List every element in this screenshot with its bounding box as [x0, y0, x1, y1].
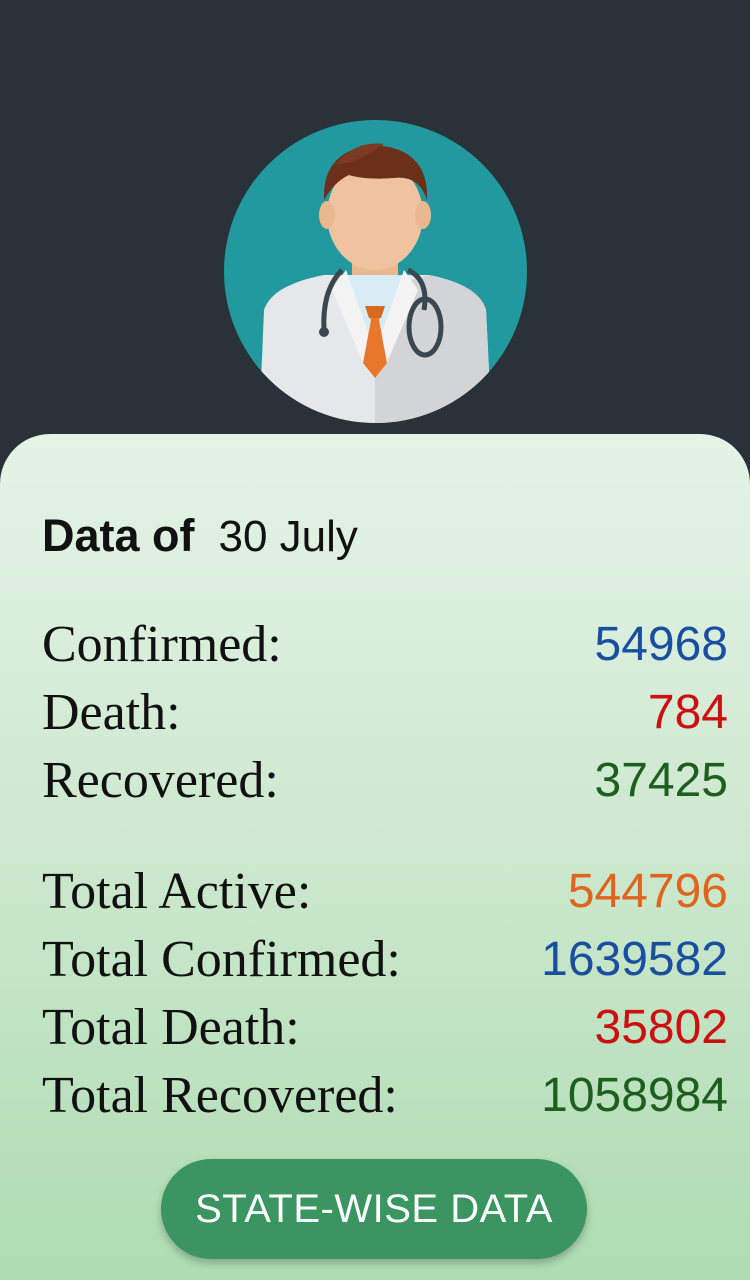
- stats-card: Data of 30 July Confirmed: 54968 Death: …: [0, 434, 750, 1280]
- daily-confirmed-row: Confirmed: 54968: [42, 610, 728, 678]
- total-confirmed-label: Total Confirmed:: [42, 930, 401, 988]
- daily-recovered-label: Recovered:: [42, 751, 279, 809]
- date-label: Data of: [42, 510, 195, 561]
- total-active-label: Total Active:: [42, 862, 312, 920]
- daily-recovered-value: 37425: [594, 753, 728, 807]
- date-row: Data of 30 July: [42, 510, 358, 562]
- total-death-label: Total Death:: [42, 998, 300, 1056]
- daily-death-label: Death:: [42, 683, 181, 741]
- total-recovered-label: Total Recovered:: [42, 1066, 398, 1124]
- date-value: 30 July: [218, 512, 358, 561]
- total-confirmed-row: Total Confirmed: 1639582: [42, 925, 728, 993]
- doctor-avatar-icon: [224, 120, 527, 423]
- total-death-value: 35802: [594, 1000, 728, 1054]
- daily-confirmed-value: 54968: [594, 617, 728, 671]
- total-active-value: 544796: [567, 864, 728, 918]
- total-death-row: Total Death: 35802: [42, 993, 728, 1061]
- daily-death-row: Death: 784: [42, 678, 728, 746]
- daily-confirmed-label: Confirmed:: [42, 615, 282, 673]
- daily-recovered-row: Recovered: 37425: [42, 746, 728, 814]
- total-recovered-value: 1058984: [541, 1068, 728, 1122]
- state-wise-data-button[interactable]: STATE-WISE DATA: [161, 1159, 587, 1259]
- daily-death-value: 784: [647, 685, 728, 739]
- total-active-row: Total Active: 544796: [42, 857, 728, 925]
- total-recovered-row: Total Recovered: 1058984: [42, 1061, 728, 1129]
- total-confirmed-value: 1639582: [541, 932, 728, 986]
